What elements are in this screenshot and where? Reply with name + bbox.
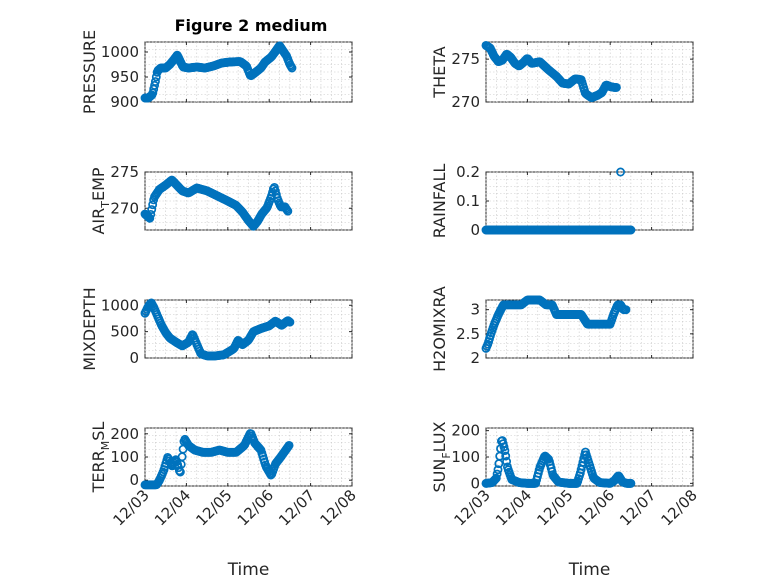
y-tick-label: 950 [110, 68, 139, 86]
data-point [150, 80, 160, 90]
y-tick-label: 2 [470, 349, 480, 367]
y-tick-label: 3 [470, 301, 480, 319]
y-axis-label: THETA [430, 46, 449, 98]
data-point [626, 225, 636, 235]
y-axis-label: TERRMSL [89, 422, 112, 494]
data-point [287, 63, 297, 73]
figure-title: Figure 2 medium [175, 16, 328, 35]
y-axis-label-sub: M [99, 441, 112, 451]
y-axis-label-main: MIXDEPTH [80, 287, 99, 370]
y-tick-label: 200 [451, 422, 480, 440]
y-tick-label: 275 [451, 50, 480, 68]
y-axis-label: MIXDEPTH [80, 287, 99, 370]
y-axis-label-main: AIR [89, 208, 108, 235]
y-tick-label: 270 [110, 199, 139, 217]
x-axis-label: Time [227, 560, 270, 580]
y-tick-label: 0 [470, 221, 480, 239]
axes-sun_flux: 12/0312/0412/0512/0612/0712/080100200SUN… [430, 421, 701, 580]
data-point [616, 167, 626, 177]
data-point [499, 442, 509, 452]
y-tick-label: 0 [129, 471, 139, 489]
data-point [150, 77, 160, 86]
x-tick-label: 12/04 [492, 486, 535, 529]
x-tick-label: 12/08 [317, 486, 360, 529]
y-axis-label-main: SUN [430, 459, 449, 493]
y-axis-label-main: TERR [89, 450, 108, 493]
x-axis-label: Time [568, 560, 611, 580]
y-tick-label: 0.1 [456, 192, 480, 210]
y-tick-label: 275 [110, 163, 139, 181]
y-axis-label-sub: F [440, 452, 453, 458]
data-point [283, 206, 293, 216]
y-tick-label: 1000 [101, 296, 139, 314]
x-tick-label: 12/08 [658, 486, 701, 529]
y-axis-label-main: THETA [430, 46, 449, 98]
y-axis-label: RAINFALL [430, 164, 449, 239]
data-point [500, 446, 510, 456]
y-tick-label: 900 [110, 93, 139, 111]
data-point [148, 200, 158, 210]
data-point [285, 317, 295, 327]
y-tick-label: 500 [110, 323, 139, 341]
y-axis-label: SUNFLUX [430, 421, 453, 492]
x-tick-label: 12/05 [533, 486, 576, 529]
data-point [501, 451, 511, 461]
data-point [146, 209, 156, 219]
x-tick-label: 12/07 [275, 486, 318, 529]
y-axis-label: AIRTEMP [89, 167, 112, 234]
y-tick-label: 0 [470, 474, 480, 492]
y-axis-label: H2OMIXRA [430, 286, 449, 372]
data-point [147, 205, 157, 215]
data-point [502, 457, 512, 466]
x-tick-label: 12/03 [110, 486, 153, 529]
data-point [492, 469, 502, 479]
y-axis-label-rest: EMP [89, 167, 108, 201]
data-point [493, 465, 503, 475]
y-tick-label: 0.2 [456, 163, 480, 181]
y-tick-label: 2.5 [456, 325, 480, 343]
x-tick-label: 12/05 [192, 486, 235, 529]
data-point [611, 82, 621, 92]
x-tick-label: 12/06 [234, 486, 277, 529]
axes-h2omixra: 2 2.5 3 H2OMIXRA [430, 286, 694, 372]
y-tick-label: 100 [110, 448, 139, 466]
x-tick-label: 12/06 [575, 486, 618, 529]
y-tick-label: 100 [451, 448, 480, 466]
y-axis-label-rest: SL [89, 422, 108, 441]
data-point [491, 473, 501, 483]
x-tick-label: 12/03 [451, 486, 494, 529]
y-axis-label-sub: T [99, 201, 112, 209]
y-axis-label-rest: LUX [430, 421, 449, 452]
y-tick-label: 1000 [101, 43, 139, 61]
data-point [284, 440, 294, 450]
data-point [621, 305, 631, 315]
y-axis-label-main: RAINFALL [430, 164, 449, 239]
x-tick-label: 12/04 [151, 486, 194, 529]
data-point [145, 213, 155, 223]
y-tick-label: 200 [110, 425, 139, 443]
y-axis-label-main: H2OMIXRA [430, 286, 449, 372]
y-axis-label-main: PRESSURE [80, 30, 99, 114]
x-tick-label: 12/07 [616, 486, 659, 529]
axes-rainfall: 0 0.1 0.2 RAINFALL [430, 163, 694, 239]
data-point [626, 478, 636, 488]
y-tick-label: 270 [451, 93, 480, 111]
y-axis-label: PRESSURE [80, 30, 99, 114]
y-tick-label: 0 [129, 349, 139, 367]
